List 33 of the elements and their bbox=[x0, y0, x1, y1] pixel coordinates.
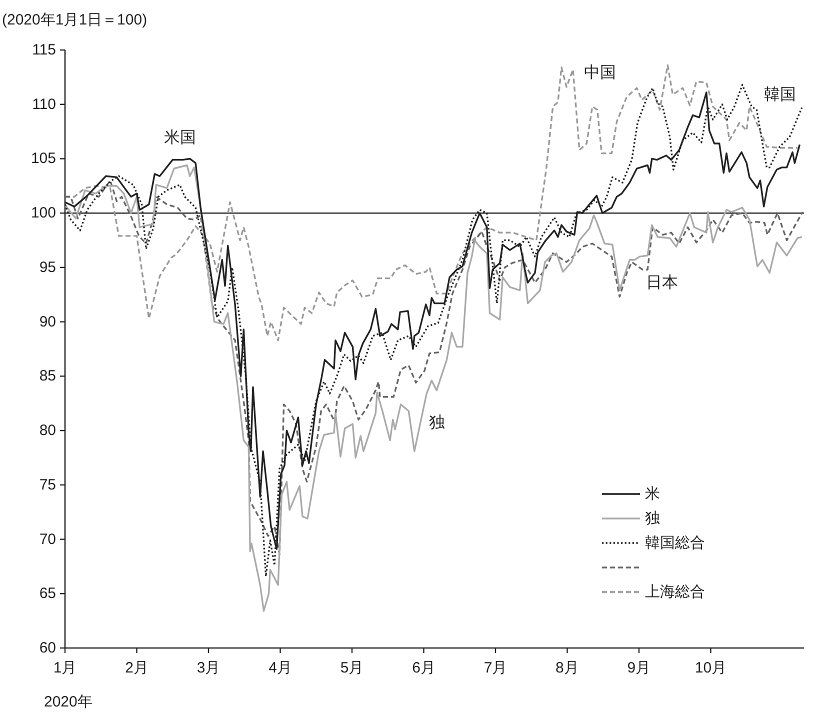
x-axis-title: 2020年 bbox=[44, 694, 92, 710]
x-tick-label: 7月 bbox=[484, 660, 508, 676]
y-tick-label: 70 bbox=[39, 530, 56, 548]
y-tick-label: 90 bbox=[39, 313, 56, 330]
y-tick-label: 105 bbox=[30, 150, 56, 168]
x-tick-label: 6月 bbox=[412, 660, 436, 676]
x-tick-label: 8月 bbox=[556, 660, 579, 676]
x-tick-label: 2月 bbox=[125, 660, 148, 676]
y-tick-label: 80 bbox=[39, 422, 56, 440]
y-axis-title: (2020年1月1日＝100) bbox=[2, 12, 148, 28]
legend-label: 上海総合 bbox=[645, 584, 705, 600]
y-tick-label: 85 bbox=[39, 368, 56, 385]
x-tick-label: 1月 bbox=[53, 660, 77, 676]
annotation: 独 bbox=[429, 414, 445, 432]
y-tick-label: 110 bbox=[32, 96, 56, 113]
y-tick-label: 60 bbox=[39, 640, 56, 656]
annotation: 中国 bbox=[584, 64, 616, 82]
y-tick-label: 75 bbox=[39, 476, 56, 494]
annotation: 日本 bbox=[646, 274, 678, 292]
y-tick-label: 95 bbox=[39, 258, 56, 276]
x-tick-label: 5月 bbox=[340, 660, 364, 676]
x-tick-label: 4月 bbox=[268, 660, 292, 676]
legend-label: 独 bbox=[645, 510, 660, 527]
x-tick-label: 3月 bbox=[196, 660, 220, 676]
x-tick-label: 10月 bbox=[694, 660, 727, 676]
legend-label: 韓国総合 bbox=[645, 534, 705, 552]
legend-label: 米 bbox=[645, 486, 660, 502]
x-tick-label: 9月 bbox=[627, 660, 651, 676]
annotation: 米国 bbox=[164, 128, 196, 146]
annotation: 韓国 bbox=[764, 86, 796, 104]
y-tick-label: 115 bbox=[32, 42, 56, 58]
y-tick-label: 100 bbox=[30, 204, 56, 222]
y-tick-label: 65 bbox=[39, 585, 56, 602]
